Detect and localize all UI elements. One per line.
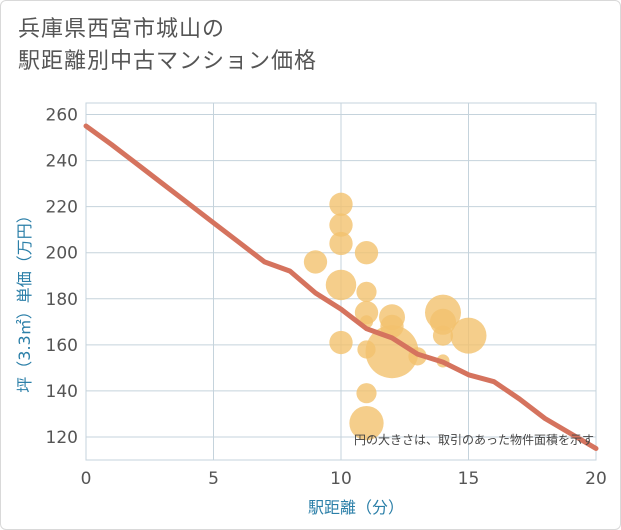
- data-point: [354, 241, 379, 265]
- title-line-1: 兵庫県西宮市城山の: [18, 17, 226, 42]
- x-tick-label: 5: [208, 469, 219, 489]
- grid-lines: [85, 102, 597, 461]
- data-point: [432, 325, 454, 346]
- data-point: [349, 406, 384, 441]
- y-tick-label: 180: [46, 290, 78, 310]
- data-point: [303, 250, 328, 274]
- y-tick-label: 200: [46, 244, 78, 264]
- x-tick-label: 20: [585, 469, 607, 489]
- data-point: [356, 281, 377, 302]
- y-tick-label: 220: [46, 198, 78, 218]
- y-axis-label: 坪（3.3㎡）単価（万円）: [15, 207, 34, 392]
- data-point: [356, 383, 377, 404]
- data-point: [365, 325, 419, 379]
- y-tick-label: 140: [46, 382, 78, 402]
- x-axis-label: 駅距離（分）: [308, 498, 404, 517]
- tick-labels: 0 5 10 15 20 120 140 160 180 200 220 240 260: [46, 106, 607, 489]
- chart-title: 兵庫県西宮市城山の 駅距離別中古マンション価格: [18, 14, 317, 78]
- data-point: [354, 300, 379, 325]
- y-tick-label: 260: [46, 106, 78, 126]
- data-point: [329, 192, 353, 217]
- data-point: [329, 330, 353, 355]
- x-tick-label: 10: [330, 469, 352, 489]
- trend-line-group: [83, 123, 599, 451]
- x-tick-label: 0: [81, 469, 92, 489]
- data-points: [303, 192, 487, 441]
- title-line-2: 駅距離別中古マンション価格: [18, 49, 318, 74]
- data-point: [450, 317, 487, 354]
- y-tick-label: 160: [46, 336, 78, 356]
- data-point: [329, 231, 353, 256]
- bubble-size-note: 円の大きさは、取引のあった物件面積を示す: [354, 432, 594, 447]
- trend-line: [83, 123, 599, 451]
- x-tick-label: 15: [458, 469, 480, 489]
- y-tick-label: 120: [46, 428, 78, 448]
- data-point: [325, 269, 357, 301]
- y-tick-label: 240: [46, 152, 78, 172]
- data-point: [329, 213, 353, 237]
